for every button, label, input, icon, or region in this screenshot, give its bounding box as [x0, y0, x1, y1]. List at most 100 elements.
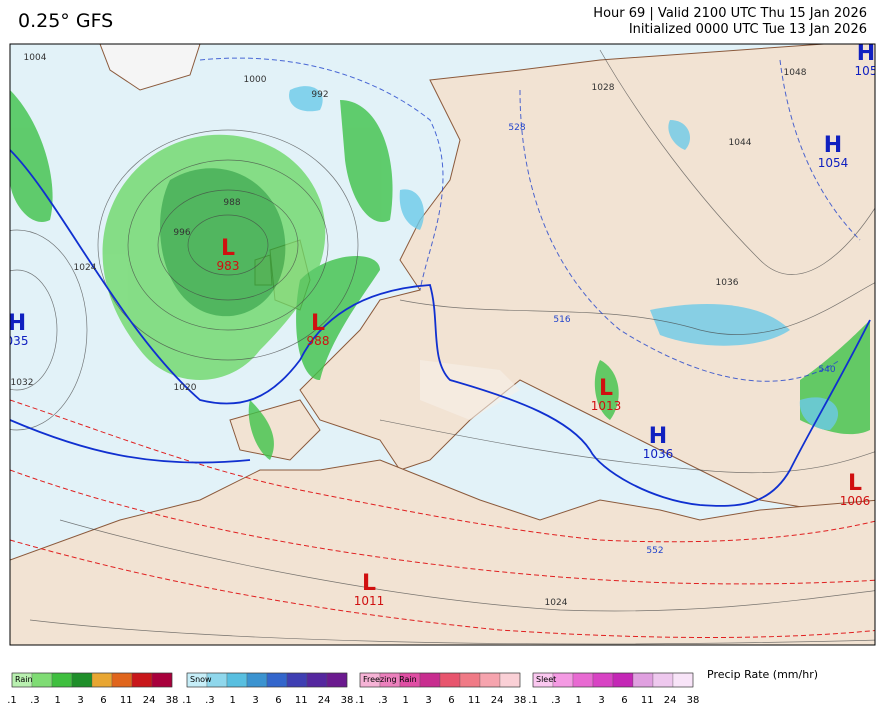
legend-tick: .3 [551, 695, 561, 706]
legend-tick: 3 [598, 695, 604, 706]
legend-frame [359, 672, 521, 688]
legend-swatch [226, 672, 248, 688]
legend-swatch [439, 672, 461, 688]
legend-swatch [51, 672, 73, 688]
legend-swatch [612, 672, 634, 688]
legend-group-name: Freezing Rain [363, 675, 417, 684]
legend-tick: 1 [576, 695, 582, 706]
legend-tick: 24 [318, 695, 331, 706]
legend-tick: 11 [641, 695, 654, 706]
pressure-symbol: L [599, 376, 613, 401]
pressure-value: 1054 [818, 156, 849, 170]
legend-tick: 11 [295, 695, 308, 706]
isobars [10, 49, 875, 645]
legend-tick: 6 [100, 695, 106, 706]
legend-tick: 24 [491, 695, 504, 706]
legend-tick: .1 [182, 695, 192, 706]
contour-label: 1028 [592, 83, 615, 93]
pressure-symbol: L [362, 571, 376, 596]
legend-frame [11, 672, 173, 688]
legend-tick: 6 [275, 695, 281, 706]
pressure-value: 1011 [354, 594, 385, 608]
legend-group-name: Sleet [536, 675, 556, 684]
legend-swatch [266, 672, 288, 688]
pressure-value: 1013 [591, 399, 622, 413]
contour-label: 996 [173, 228, 190, 238]
pressure-symbol: H [649, 424, 667, 449]
legend: Rain .1 .3 1 3 6 11 24 38 Snow .1 .3 1 3 6 11 24 38 Freezi… [7, 672, 700, 706]
legend-tick: 1 [403, 695, 409, 706]
pressure-value: 1006 [840, 494, 871, 508]
contour-label: 1032 [11, 378, 34, 388]
legend-title: Precip Rate (mm/hr) [707, 668, 818, 681]
pressure-symbol: L [311, 311, 325, 336]
legend-tick: .3 [205, 695, 215, 706]
pressure-symbol: H [824, 133, 842, 158]
legend-tick: 38 [341, 695, 354, 706]
legend-tick: 3 [77, 695, 83, 706]
pressure-value: 105 [855, 64, 878, 78]
legend-tick: .1 [355, 695, 365, 706]
freezing-line-2 [10, 419, 251, 464]
legend-tick: 38 [166, 695, 179, 706]
legend-swatch [131, 672, 153, 688]
legend-tick: 3 [425, 695, 431, 706]
legend-frame [532, 672, 694, 688]
legend-group-name: Snow [190, 675, 212, 684]
pressure-symbol: L [848, 471, 862, 496]
legend-tick: 24 [143, 695, 156, 706]
legend-group-name: Rain [15, 675, 33, 684]
legend-tick: 24 [664, 695, 677, 706]
legend-tick: .1 [528, 695, 538, 706]
legend-tick: 38 [687, 695, 700, 706]
legend-tick: .3 [378, 695, 388, 706]
precip-snow [289, 86, 839, 430]
pressure-value: 988 [307, 334, 330, 348]
map: L983L988H035H1054H105L1013H1036L1006L101… [6, 44, 878, 645]
legend-swatch [479, 672, 501, 688]
freezing-line [10, 149, 871, 507]
legend-swatch [572, 672, 594, 688]
legend-swatch [672, 672, 694, 688]
contour-label: 1048 [784, 68, 807, 78]
contour-label: 528 [508, 123, 525, 133]
contour-label: 988 [223, 198, 240, 208]
legend-tick: 1 [230, 695, 236, 706]
legend-tick: .1 [7, 695, 17, 706]
contour-label: 1000 [244, 75, 267, 85]
legend-swatch [419, 672, 441, 688]
pressure-value: 035 [6, 334, 29, 348]
contour-label: 540 [818, 365, 835, 375]
contour-label: 552 [646, 546, 663, 556]
legend-tick: 6 [621, 695, 627, 706]
title: 0.25° GFS [18, 10, 113, 32]
contour-label: 1044 [729, 138, 752, 148]
legend-tick: 6 [448, 695, 454, 706]
legend-tick: 38 [514, 695, 527, 706]
legend-tick: 3 [252, 695, 258, 706]
legend-tick: 11 [468, 695, 481, 706]
pressure-symbol: H [8, 311, 26, 336]
contour-label: 516 [553, 315, 570, 325]
legend-tick: 11 [120, 695, 133, 706]
map-frame [9, 43, 876, 646]
precip-rain [10, 90, 870, 460]
legend-tick: .3 [30, 695, 40, 706]
legend-swatch [286, 672, 308, 688]
contour-label: 1024 [74, 263, 97, 273]
thickness-lines [199, 57, 861, 382]
legend-swatch [151, 672, 173, 688]
legend-swatch [306, 672, 328, 688]
legend-swatch [31, 672, 53, 688]
legend-swatch [111, 672, 133, 688]
greenland [99, 44, 201, 91]
contour-label: 992 [311, 90, 328, 100]
init-time: Initialized 0000 UTC Tue 13 Jan 2026 [629, 22, 867, 37]
legend-swatch [459, 672, 481, 688]
africa [10, 459, 875, 645]
contour-label: 1036 [716, 278, 739, 288]
legend-swatch [499, 672, 521, 688]
legend-swatch [91, 672, 113, 688]
contour-label: 1004 [24, 53, 47, 63]
